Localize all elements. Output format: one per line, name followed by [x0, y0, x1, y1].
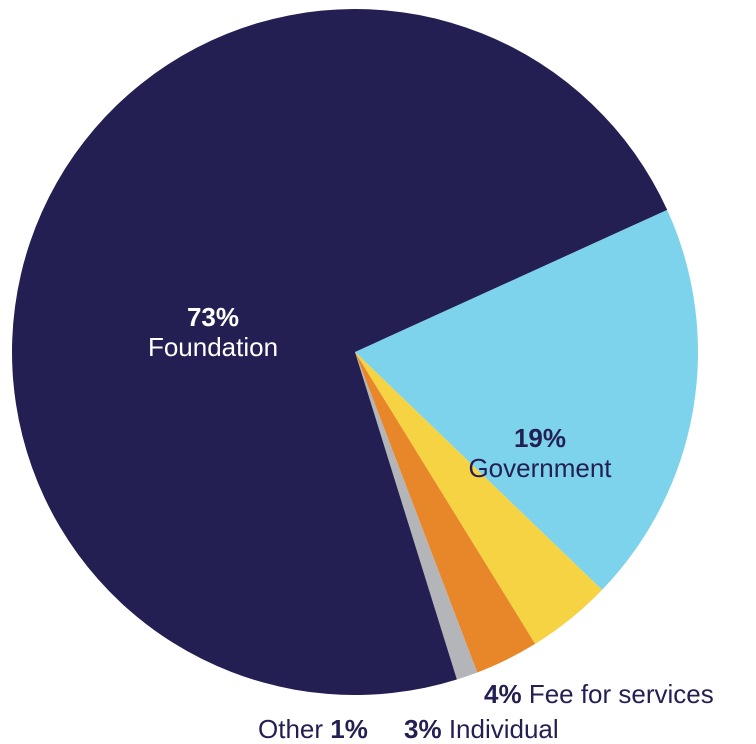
- pie-slice-other: [355, 352, 478, 680]
- foundation-category: Foundation: [147, 332, 279, 362]
- slice-label-individual: 3% Individual: [404, 714, 559, 744]
- pie-slice-fee-for-services: [355, 352, 603, 644]
- government-category: Government: [468, 453, 612, 483]
- slice-label-other: Other 1%: [258, 714, 368, 744]
- pie-slice-foundation: [12, 9, 668, 696]
- individual-category: Individual: [448, 714, 559, 744]
- other-percent: 1%: [330, 714, 368, 744]
- slice-label-foundation: 73% Foundation: [148, 302, 278, 362]
- individual-percent: 3%: [404, 714, 449, 744]
- fee-for-services-percent: 4%: [484, 679, 529, 709]
- foundation-percent: 73%: [186, 302, 240, 332]
- slice-label-fee-for-services: 4% Fee for services: [484, 679, 714, 709]
- other-category: Other: [258, 714, 331, 744]
- government-percent: 19%: [513, 423, 567, 453]
- slice-label-government: 19% Government: [468, 423, 611, 483]
- pie-slice-individual: [355, 352, 536, 673]
- pie-slice-government: [355, 209, 699, 590]
- fee-for-services-category: Fee for services: [528, 679, 714, 709]
